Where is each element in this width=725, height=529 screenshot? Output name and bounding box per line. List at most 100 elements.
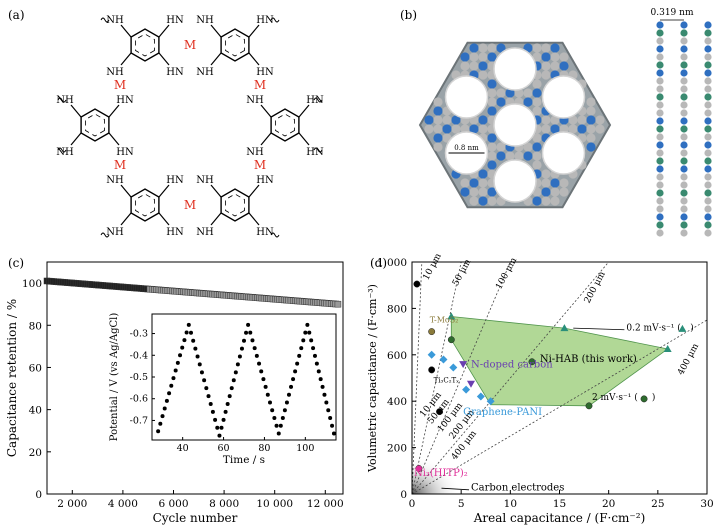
ring-bond-2 [85,113,105,137]
gcd-point [173,368,178,373]
stack-atom [656,109,664,117]
atom [550,196,560,206]
atom [451,124,461,134]
inset-y-tick-label: -0.7 [130,415,148,426]
atom [523,151,533,161]
stack-atom [656,77,664,85]
stack-atom [656,181,664,189]
gcd-point [280,415,285,420]
atom [487,187,497,197]
stack-atom [656,189,664,197]
carbon-pointer [441,487,470,491]
gcd-point [299,346,304,351]
thickness-line-0 [411,261,423,495]
atom [469,196,479,206]
gcd-point [180,345,185,350]
ti3c2-label: Ti₃C₂Tₓ [434,377,460,385]
series-0-point-1 [560,324,569,332]
stack-atom [656,213,664,221]
metal-center-5: M [184,198,196,212]
atom [586,124,596,134]
atom [478,196,488,206]
y-tick-label: 80 [29,320,42,332]
benzene-ring-4 [130,188,160,222]
stack-atom [704,205,712,213]
ring-bond-1 [225,33,245,57]
gcd-point [210,409,215,414]
stack-atom [704,69,712,77]
benzene-ring-0 [130,28,160,62]
stack-atom [680,37,688,45]
atom [460,178,470,188]
atom [541,61,551,71]
gcd-point [284,400,289,405]
stack-atom [656,117,664,125]
nh-label-1-3: HN [256,67,274,78]
series-0-point-0 [447,312,456,320]
nh-bond-2-3 [108,132,120,146]
gcd-point [312,353,317,358]
panel-b: (b) 0.8 nm 0.319 nm [360,0,725,250]
stack-atom [656,149,664,157]
gcd-point [270,408,275,413]
gcd-point [193,346,198,351]
atom [487,142,497,152]
nh-label-3-1: HN [306,95,324,106]
pore-6 [541,75,586,119]
inset-y-tick-label: -0.4 [130,350,148,361]
atom [496,142,506,152]
nh-label-0-3: HN [166,67,184,78]
inset-x-tick-label: 80 [258,443,270,454]
stack-atom [704,197,712,205]
gcd-point [254,353,259,358]
stack-atom [656,133,664,141]
stack-atom [704,77,712,85]
nh-bond-4-0 [120,184,132,198]
ndoped-label: N-doped carbon [471,360,553,371]
rate-label-slow: 2 mV·s⁻¹ ( [592,392,638,403]
atom [514,151,524,161]
stack-atom [704,29,712,37]
gcd-point [295,361,300,366]
wavy-end-3 [270,232,280,238]
nh-label-0-2: NH [106,67,124,78]
stack-atom [704,157,712,165]
stack-atom [656,85,664,93]
x-tick-label: 4 000 [108,498,138,510]
stack-atom [704,213,712,221]
atom [487,106,497,116]
gcd-point [197,362,202,367]
stack-atom [680,93,688,101]
atom [541,187,551,197]
x-tick-label: 8 000 [209,498,239,510]
stack-atom [704,85,712,93]
rate-close-slow: ) [652,392,656,403]
series-5-point-0 [427,350,436,359]
atom [559,52,569,62]
atom [559,178,569,188]
atom [541,115,551,125]
atom [478,178,488,188]
ring-bond-3 [275,113,295,137]
atom [595,124,605,134]
thickness-label-0: 10 μm [422,252,445,282]
x-tick-label: 25 [651,498,664,510]
gcd-point [167,391,172,396]
x-tick-label: 15 [553,498,566,510]
series-1-point-0 [447,336,455,344]
nh-bond-2-0 [70,104,82,118]
atom [559,61,569,71]
atom [550,187,560,197]
nh-label-4-1: HN [166,175,184,186]
inset-y-tick-label: -0.6 [130,394,148,405]
atom [433,115,443,125]
wavy-end-1 [270,17,280,23]
stack-atom [704,93,712,101]
atom [478,169,488,179]
stack-atom [680,45,688,53]
gcd-point [215,425,220,430]
series-3-point-0 [428,328,436,336]
inset-y-axis-label: Potential / V (vs Ag/AgCl) [109,313,120,442]
x-tick-label: 10 000 [256,498,293,510]
stack-atom [656,61,664,69]
